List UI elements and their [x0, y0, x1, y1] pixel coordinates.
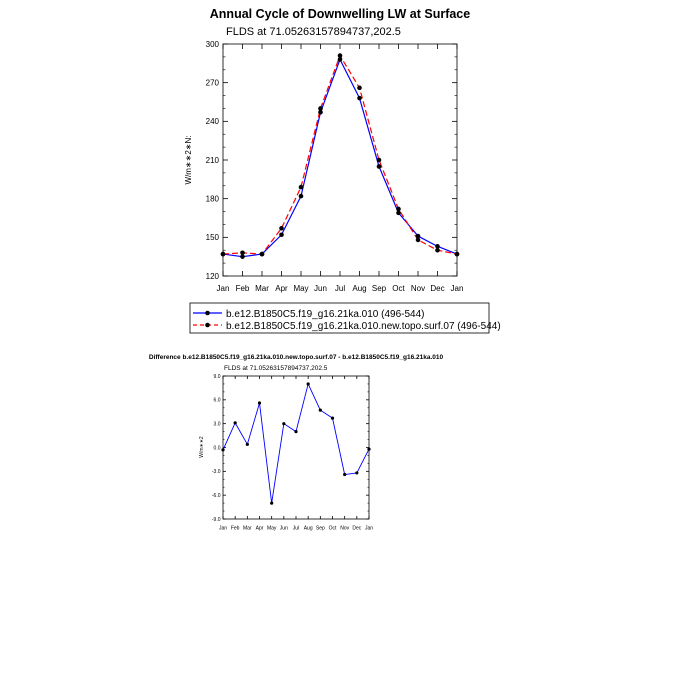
top-series-2-point: [454, 251, 460, 257]
top-xtick-label: Jan: [217, 284, 230, 293]
bottom-plot-frame: [222, 375, 370, 520]
bottom-chart-title: Difference b.e12.B1850C5.f19_g16.21ka.01…: [149, 354, 444, 361]
bottom-ytick-label: -6.0: [212, 493, 221, 499]
legend-label-series-2: b.e12.B1850C5.f19_g16.21ka.010.new.topo.…: [226, 321, 501, 332]
bottom-xtick-label: Nov: [340, 526, 349, 532]
top-xtick-label: Jun: [314, 284, 327, 293]
top-ytick-label: 150: [206, 233, 220, 242]
bottom-ytick-label: 3.0: [214, 421, 221, 427]
top-xtick-label: Mar: [255, 284, 269, 293]
top-series-1-point: [240, 254, 245, 259]
top-series-1-point: [376, 164, 382, 169]
top-xtick-label: Nov: [411, 284, 425, 293]
top-ytick-label: 240: [206, 117, 220, 126]
bottom-chart-subtitle: FLDS at 71.05263157894737,202.5: [224, 365, 328, 372]
top-series-1-point: [337, 57, 343, 62]
bottom-series-1-point: [367, 447, 371, 451]
legend-box: [189, 302, 490, 334]
bottom-xtick-label: Jun: [280, 526, 288, 532]
legend: b.e12.B1850C5.f19_g16.21ka.010 (496-544)…: [189, 302, 501, 334]
top-series-2-point: [415, 237, 421, 243]
top-plot-frame: [222, 43, 458, 277]
bottom-ytick-label: -9.0: [212, 517, 221, 523]
top-series-2-point: [396, 206, 401, 212]
top-series-1-point: [279, 232, 284, 238]
bottom-series-1-point: [270, 501, 274, 505]
top-xtick-label: Jul: [335, 284, 345, 293]
bottom-series-1-point: [282, 422, 286, 426]
top-series-2-point: [318, 106, 323, 111]
bottom-series-1-point: [330, 416, 335, 420]
top-xtick-label: Aug: [352, 284, 366, 293]
top-series-1-point: [435, 244, 440, 249]
bottom-series-1-point: [343, 472, 347, 477]
top-series-2-point: [298, 184, 304, 190]
bottom-series-1-point: [355, 471, 359, 475]
bottom-ytick-label: -3.0: [212, 469, 221, 475]
bottom-xtick-label: Mar: [243, 526, 252, 532]
top-series-2-point: [220, 251, 226, 257]
legend-marker-series-2: [205, 322, 210, 328]
top-series-1-point: [357, 95, 362, 101]
top-series-1-line: [222, 58, 458, 258]
top-ytick-label: 210: [206, 156, 220, 165]
bottom-xtick-label: Aug: [304, 526, 313, 532]
bottom-ytick-label: 9.0: [214, 374, 221, 380]
bottom-ytick-label: 0.0: [214, 445, 221, 451]
top-xtick-label: Apr: [275, 284, 288, 293]
bottom-xtick-label: Jul: [293, 526, 299, 532]
top-chart-title: Annual Cycle of Downwelling LW at Surfac…: [210, 7, 470, 21]
top-series-2-point: [376, 157, 382, 163]
bottom-series-1-point: [233, 421, 237, 425]
top-series-2-point: [435, 247, 440, 253]
bottom-xtick-label: Apr: [256, 526, 264, 532]
bottom-ytick-label: 6.0: [214, 398, 221, 404]
top-ytick-label: 300: [206, 40, 220, 49]
top-series-2-line: [222, 54, 458, 255]
top-series-1-point: [318, 110, 323, 115]
top-series-1-point: [415, 233, 421, 239]
bottom-xtick-label: Oct: [329, 526, 337, 532]
top-ytick-label: 180: [206, 194, 220, 203]
bottom-xtick-label: Jan: [365, 526, 373, 532]
bottom-series-1-point: [306, 382, 310, 386]
top-series-2-point: [259, 251, 265, 257]
legend-label-series-1: b.e12.B1850C5.f19_g16.21ka.010 (496-544): [226, 309, 425, 320]
bottom-xtick-label: Sep: [316, 526, 325, 532]
top-series-2-point: [279, 226, 284, 231]
bottom-series-1-line: [222, 383, 370, 504]
top-series-1-point: [396, 210, 401, 216]
bottom-series-1-point: [318, 408, 322, 412]
bottom-xtick-label: May: [267, 526, 277, 532]
bottom-xtick-label: Dec: [352, 526, 361, 532]
top-series-2-point: [357, 85, 362, 91]
top-series-2-point: [337, 53, 343, 58]
bottom-series-1-point: [294, 430, 298, 434]
top-xtick-label: Oct: [392, 284, 405, 293]
bottom-series-1-point: [257, 401, 262, 405]
bottom-xtick-label: Jan: [219, 526, 227, 532]
bottom-series-1-point: [245, 442, 249, 446]
top-xtick-label: Sep: [372, 284, 387, 293]
top-xtick-label: Feb: [236, 284, 250, 293]
bottom-chart-ylabel: W/m∗∗2: [199, 436, 205, 458]
top-chart-ylabel: W/m∗∗2∗N:: [184, 136, 193, 185]
legend-marker-series-1: [205, 310, 210, 316]
top-ytick-label: 120: [206, 272, 220, 281]
top-series-1-point: [298, 193, 304, 199]
top-xtick-label: Dec: [430, 284, 444, 293]
top-ytick-label: 270: [206, 78, 220, 87]
top-chart-subtitle: FLDS at 71.05263157894737,202.5: [226, 26, 401, 38]
top-series-2-point: [240, 250, 245, 256]
bottom-series-1-point: [221, 448, 225, 452]
bottom-xtick-label: Feb: [231, 526, 240, 532]
top-xtick-label: May: [293, 284, 308, 293]
top-xtick-label: Jan: [451, 284, 464, 293]
